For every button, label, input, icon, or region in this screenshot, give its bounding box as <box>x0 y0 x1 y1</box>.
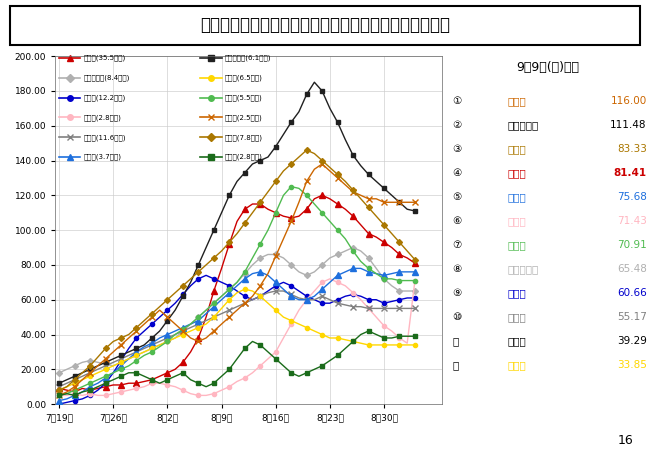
Text: 81.41: 81.41 <box>614 168 647 178</box>
Text: 111.48: 111.48 <box>610 120 647 130</box>
Text: 75.68: 75.68 <box>617 193 647 202</box>
Text: 天理市: 天理市 <box>508 361 526 370</box>
Text: 葛城市: 葛城市 <box>508 193 526 202</box>
Text: ⑫: ⑫ <box>452 361 459 370</box>
Text: 60.66: 60.66 <box>617 288 647 299</box>
Text: 天理市(6.5万人): 天理市(6.5万人) <box>225 75 263 81</box>
Text: ⑧: ⑧ <box>452 264 462 274</box>
Text: ⑨: ⑨ <box>452 288 462 299</box>
Text: 香芝市: 香芝市 <box>508 145 526 154</box>
Text: 五條市(2.8万人): 五條市(2.8万人) <box>83 114 122 121</box>
Text: 御所市: 御所市 <box>508 97 526 106</box>
Text: 39.29: 39.29 <box>617 336 647 347</box>
Text: 宇陀市(2.8万人): 宇陀市(2.8万人) <box>225 154 263 160</box>
Text: 16: 16 <box>618 434 634 447</box>
Text: 奈良市(35.5万人): 奈良市(35.5万人) <box>83 55 125 61</box>
Text: 116.00: 116.00 <box>610 97 647 106</box>
Text: 橿原市(12.2万人): 橿原市(12.2万人) <box>83 94 125 101</box>
Text: 香芝市(7.8万人): 香芝市(7.8万人) <box>225 134 263 141</box>
Text: 宇陀市: 宇陀市 <box>508 336 526 347</box>
Text: 大和郡山市: 大和郡山市 <box>508 264 540 274</box>
Text: 五條市: 五條市 <box>508 216 526 226</box>
Text: 生駒市: 生駒市 <box>508 313 526 322</box>
Text: 奈良市: 奈良市 <box>508 168 526 178</box>
Text: ⑦: ⑦ <box>452 240 462 251</box>
Text: 71.43: 71.43 <box>617 216 647 226</box>
Text: ③: ③ <box>452 145 462 154</box>
Text: 桜井市: 桜井市 <box>508 240 526 251</box>
Text: ①: ① <box>452 97 462 106</box>
Text: ⑤: ⑤ <box>452 193 462 202</box>
Text: 83.33: 83.33 <box>617 145 647 154</box>
Text: 65.48: 65.48 <box>617 264 647 274</box>
Text: 御所市(2.5万人): 御所市(2.5万人) <box>225 114 263 121</box>
FancyBboxPatch shape <box>10 6 640 45</box>
Text: 9月9日(木)時点: 9月9日(木)時点 <box>516 62 579 75</box>
Text: ④: ④ <box>452 168 462 178</box>
Text: 55.17: 55.17 <box>617 313 647 322</box>
Text: 大和高田市: 大和高田市 <box>508 120 540 130</box>
Text: 橿原市: 橿原市 <box>508 288 526 299</box>
Text: 県内１２市の直近１週間の１０万人当たり陽性者数推移: 県内１２市の直近１週間の１０万人当たり陽性者数推移 <box>200 16 450 34</box>
Text: 33.85: 33.85 <box>617 361 647 370</box>
Text: 生駒市(11.6万人): 生駒市(11.6万人) <box>83 134 126 141</box>
Text: 葛城市(3.7万人): 葛城市(3.7万人) <box>83 154 122 160</box>
Text: 70.91: 70.91 <box>617 240 647 251</box>
Text: 桜井市(5.5万人): 桜井市(5.5万人) <box>225 94 263 101</box>
Text: 大和郡山市(8.4万人): 大和郡山市(8.4万人) <box>83 75 130 81</box>
Text: 大和高田市(6.1万人): 大和高田市(6.1万人) <box>225 55 271 61</box>
Text: ⑥: ⑥ <box>452 216 462 226</box>
Text: ②: ② <box>452 120 462 130</box>
Text: ⑩: ⑩ <box>452 313 462 322</box>
Text: ⑪: ⑪ <box>452 336 459 347</box>
